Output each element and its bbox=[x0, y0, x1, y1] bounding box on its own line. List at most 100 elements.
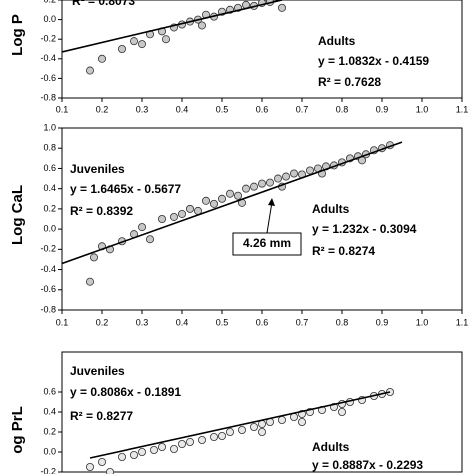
x-tick-label: 0.8 bbox=[336, 317, 349, 327]
point bbox=[209, 199, 218, 208]
point bbox=[137, 223, 146, 232]
y-tick-label: -0.2 bbox=[40, 34, 56, 44]
point bbox=[90, 253, 99, 262]
y-axis-label: Log P bbox=[9, 14, 26, 56]
y-tick-label: 0.0 bbox=[43, 446, 56, 456]
point bbox=[277, 415, 286, 424]
point bbox=[157, 442, 166, 451]
plot-frame bbox=[61, 127, 463, 311]
y-tick-label: 0.2 bbox=[43, 426, 56, 436]
y-tick-label: -0.4 bbox=[40, 53, 56, 63]
y-axis-label: Log CaL bbox=[9, 185, 26, 245]
y-tick-label: -0.2 bbox=[40, 466, 56, 474]
point bbox=[197, 21, 206, 30]
fit-line bbox=[89, 391, 391, 459]
point bbox=[249, 182, 258, 191]
arrow-head bbox=[268, 198, 275, 206]
point bbox=[137, 447, 146, 456]
y-tick-label: 0.4 bbox=[43, 406, 56, 416]
point bbox=[241, 184, 250, 193]
x-tick-label: 0.6 bbox=[256, 317, 269, 327]
x-tick-label: 0.7 bbox=[296, 317, 309, 327]
point bbox=[237, 425, 246, 434]
x-tick-label: 0.7 bbox=[296, 104, 309, 114]
x-tick-label: 0.2 bbox=[96, 104, 109, 114]
point bbox=[169, 444, 178, 453]
y-tick-label: 0.2 bbox=[43, 0, 56, 4]
point bbox=[106, 468, 114, 474]
point bbox=[265, 178, 274, 187]
y-tick-label: -0.2 bbox=[40, 244, 56, 254]
point bbox=[233, 191, 242, 200]
point bbox=[277, 3, 286, 12]
y-tick-label: -0.8 bbox=[40, 304, 56, 314]
x-tick-label: 0.4 bbox=[176, 104, 189, 114]
x-tick-label: 1.1 bbox=[456, 104, 469, 114]
plot-area bbox=[86, 387, 394, 474]
fit-line bbox=[62, 141, 403, 265]
fit-line bbox=[62, 0, 283, 53]
point bbox=[201, 196, 210, 205]
point bbox=[289, 169, 298, 178]
annotation: Adults bbox=[318, 34, 356, 48]
point bbox=[118, 452, 127, 461]
point bbox=[137, 40, 146, 49]
y-tick-label: 0.8 bbox=[43, 143, 56, 153]
x-tick-label: 0.4 bbox=[176, 317, 189, 327]
y-tick-label: 0.4 bbox=[43, 183, 56, 193]
x-tick-label: 0.3 bbox=[136, 104, 149, 114]
point bbox=[297, 417, 306, 426]
annotation: Adults bbox=[312, 440, 350, 454]
x-tick-label: 0.2 bbox=[96, 317, 109, 327]
y-tick-label: 0.2 bbox=[43, 203, 56, 213]
annotation: y = 1.232x - 0.3094 bbox=[312, 222, 417, 236]
point bbox=[177, 439, 186, 448]
point bbox=[169, 212, 178, 221]
y-tick-label: -0.4 bbox=[40, 264, 56, 274]
point bbox=[249, 422, 258, 431]
plot-area bbox=[62, 0, 286, 75]
point bbox=[177, 209, 186, 218]
x-tick-label: 0.9 bbox=[376, 317, 389, 327]
y-tick-label: 1.0 bbox=[43, 122, 56, 132]
point bbox=[145, 235, 154, 244]
annotation: Juveniles bbox=[70, 364, 125, 378]
x-tick-label: 1.1 bbox=[456, 317, 469, 327]
y-tick-label: 0.6 bbox=[43, 163, 56, 173]
x-tick-label: 0.9 bbox=[376, 104, 389, 114]
point bbox=[273, 174, 282, 183]
point bbox=[217, 431, 226, 440]
point bbox=[257, 179, 266, 188]
y-tick-label: 0.0 bbox=[43, 223, 56, 233]
point bbox=[118, 45, 127, 54]
point bbox=[129, 37, 138, 46]
x-tick-label: 0.5 bbox=[216, 317, 229, 327]
point bbox=[337, 407, 346, 416]
annotation: y = 1.0832x - 0.4159 bbox=[318, 54, 429, 68]
annotation: y = 0.8086x - 0.1891 bbox=[70, 385, 181, 399]
x-tick-label: 0.3 bbox=[136, 317, 149, 327]
point bbox=[98, 457, 107, 466]
point bbox=[149, 445, 158, 454]
point bbox=[281, 172, 290, 181]
annotation: y = 0.8887x - 0.2293 bbox=[312, 458, 423, 472]
x-tick-label: 0.1 bbox=[56, 317, 69, 327]
point bbox=[197, 435, 206, 444]
x-tick-label: 0.8 bbox=[336, 104, 349, 114]
point bbox=[257, 427, 266, 436]
y-tick-label: -0.6 bbox=[40, 284, 56, 294]
point bbox=[225, 427, 234, 436]
annotation: R² = 0.8274 bbox=[312, 244, 375, 258]
y-axis-label: og PrL bbox=[9, 406, 26, 454]
point bbox=[185, 204, 194, 213]
annotation: 4.26 mm bbox=[243, 236, 291, 250]
x-tick-label: 1.0 bbox=[416, 104, 429, 114]
annotation: Adults bbox=[312, 202, 350, 216]
plot-area bbox=[62, 141, 403, 286]
x-tick-label: 0.6 bbox=[256, 104, 269, 114]
y-tick-label: -0.8 bbox=[40, 92, 56, 102]
point bbox=[225, 189, 234, 198]
point bbox=[86, 462, 95, 471]
annotation: R² = 0.8392 bbox=[70, 204, 133, 218]
